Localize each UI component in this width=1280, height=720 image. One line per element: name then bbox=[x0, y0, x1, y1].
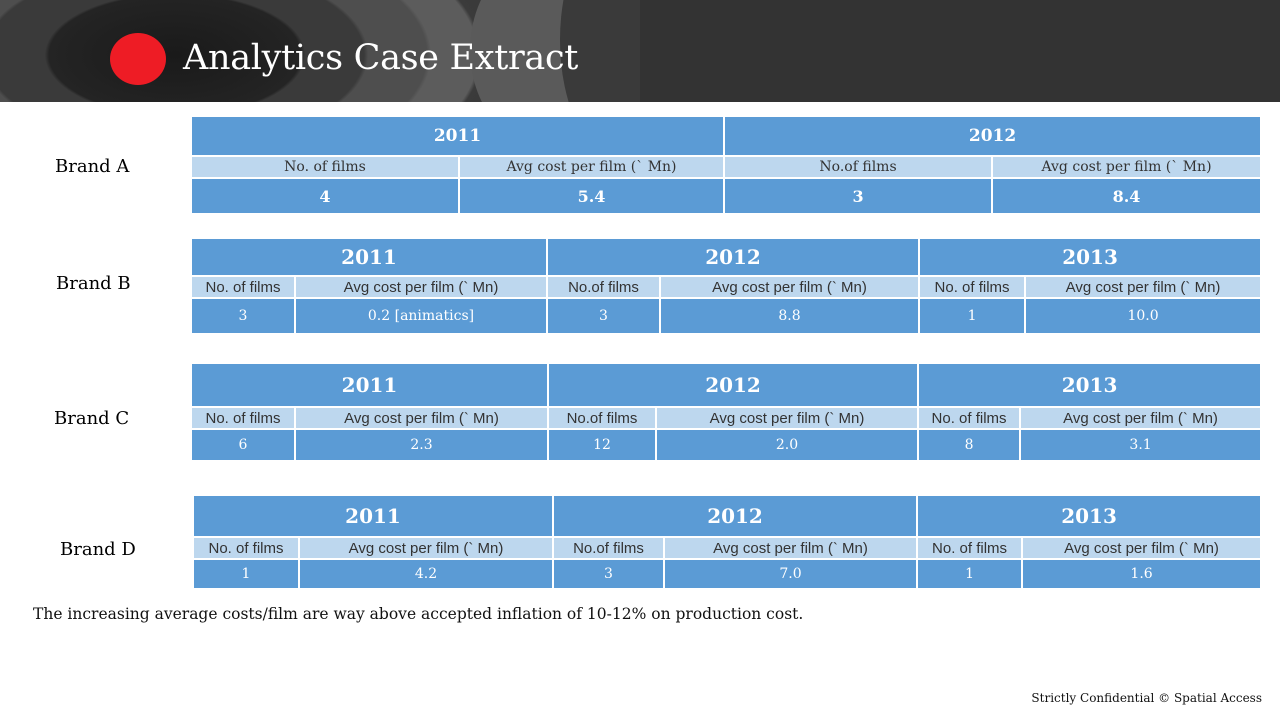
column-header: No. of films bbox=[190, 155, 460, 179]
table-cell: 8.8 bbox=[659, 297, 921, 335]
red-circle-icon bbox=[110, 33, 166, 85]
slide-header: Analytics Case Extract bbox=[0, 0, 1280, 102]
column-header: No. of films bbox=[190, 406, 296, 430]
table-cell: 12 bbox=[547, 428, 658, 462]
column-header: No. of films bbox=[918, 275, 1027, 299]
column-header: No. of films bbox=[917, 406, 1022, 430]
column-header: No.of films bbox=[552, 536, 666, 560]
table-cell: 10.0 bbox=[1024, 297, 1263, 335]
year-header: 2013 bbox=[918, 237, 1263, 277]
year-header: 2012 bbox=[552, 494, 919, 538]
brand-a-label: Brand A bbox=[55, 156, 130, 177]
brand-b-label: Brand B bbox=[56, 273, 131, 294]
year-header: 2011 bbox=[189, 115, 726, 157]
column-header: No. of films bbox=[916, 536, 1024, 560]
year-header: 2013 bbox=[917, 362, 1263, 408]
column-header: No.of films bbox=[546, 275, 662, 299]
table-cell: 1 bbox=[192, 558, 300, 590]
table-cell: 3 bbox=[552, 558, 666, 590]
table-cell: 7.0 bbox=[663, 558, 919, 590]
column-header: No.of films bbox=[723, 155, 994, 179]
table-cell: 3 bbox=[546, 297, 662, 335]
table-cell: 3 bbox=[190, 297, 296, 335]
year-header: 2012 bbox=[547, 362, 920, 408]
table-cell: 1.6 bbox=[1021, 558, 1263, 590]
column-header: No. of films bbox=[190, 275, 296, 299]
column-header: Avg cost per film (` Mn) bbox=[297, 536, 555, 560]
column-header: No. of films bbox=[192, 536, 300, 560]
column-header: Avg cost per film (` Mn) bbox=[293, 275, 549, 299]
column-header: Avg cost per film (` Mn) bbox=[991, 155, 1263, 179]
year-header: 2011 bbox=[189, 237, 549, 277]
table-cell: 0.2 [animatics] bbox=[293, 297, 549, 335]
column-header: No.of films bbox=[547, 406, 658, 430]
slide-title: Analytics Case Extract bbox=[183, 38, 579, 78]
column-header: Avg cost per film (` Mn) bbox=[1019, 406, 1263, 430]
year-header: 2011 bbox=[189, 362, 550, 408]
table-cell: 4.2 bbox=[297, 558, 555, 590]
table-cell: 4 bbox=[190, 177, 460, 215]
inflation-note: The increasing average costs/film are wa… bbox=[33, 605, 804, 623]
table-cell: 6 bbox=[190, 428, 296, 462]
table-cell: 3 bbox=[723, 177, 994, 215]
brand-b-table: 2011 2012 2013 No. of films Avg cost per… bbox=[189, 237, 1263, 335]
brand-a-table: 2011 2012 No. of films Avg cost per film… bbox=[189, 115, 1263, 215]
table-cell: 8.4 bbox=[991, 177, 1263, 215]
brand-d-table: 2011 2012 2013 No. of films Avg cost per… bbox=[191, 494, 1263, 590]
year-header: 2013 bbox=[916, 494, 1263, 538]
table-cell: 1 bbox=[916, 558, 1024, 590]
column-header: Avg cost per film (` Mn) bbox=[1021, 536, 1263, 560]
brand-c-label: Brand C bbox=[54, 408, 130, 429]
table-cell: 3.1 bbox=[1019, 428, 1263, 462]
table-cell: 5.4 bbox=[457, 177, 726, 215]
column-header: Avg cost per film (` Mn) bbox=[659, 275, 921, 299]
confidential-footer: Strictly Confidential © Spatial Access bbox=[1031, 691, 1262, 705]
brand-d-label: Brand D bbox=[60, 539, 136, 560]
table-cell: 1 bbox=[918, 297, 1027, 335]
year-header: 2012 bbox=[723, 115, 1263, 157]
table-cell: 8 bbox=[917, 428, 1022, 462]
brand-c-table: 2011 2012 2013 No. of films Avg cost per… bbox=[189, 362, 1263, 462]
column-header: Avg cost per film (` Mn) bbox=[293, 406, 550, 430]
table-cell: 2.0 bbox=[655, 428, 920, 462]
column-header: Avg cost per film (` Mn) bbox=[663, 536, 919, 560]
column-header: Avg cost per film (` Mn) bbox=[457, 155, 726, 179]
table-cell: 2.3 bbox=[293, 428, 550, 462]
year-header: 2011 bbox=[191, 494, 555, 538]
header-dark-band bbox=[640, 0, 1280, 102]
column-header: Avg cost per film (` Mn) bbox=[1024, 275, 1263, 299]
column-header: Avg cost per film (` Mn) bbox=[655, 406, 920, 430]
year-header: 2012 bbox=[546, 237, 921, 277]
